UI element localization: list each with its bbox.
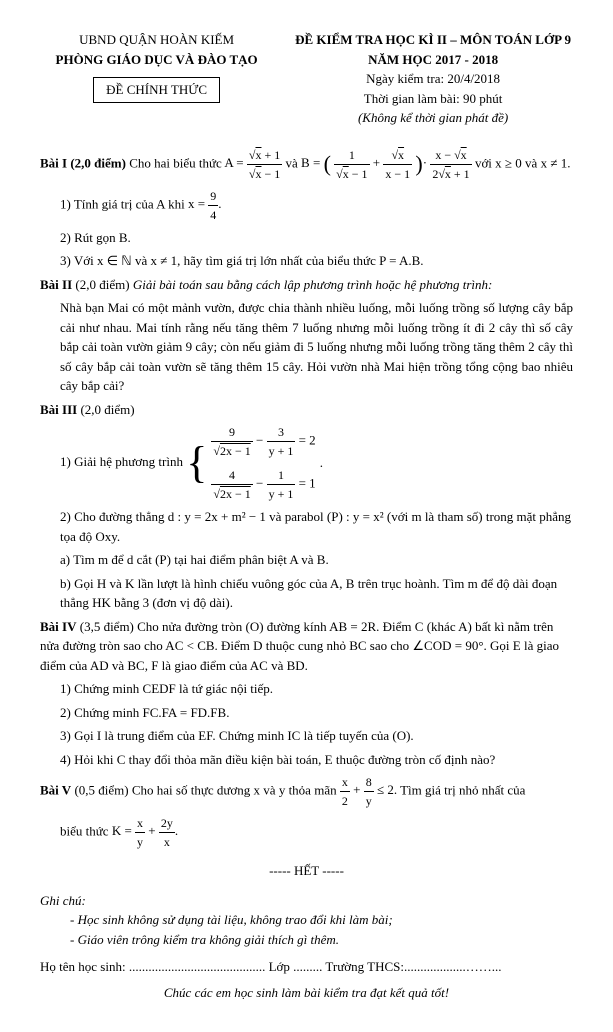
bai3-heading: Bài III (2,0 điểm) xyxy=(40,400,573,420)
bai4-q4: 4) Hỏi khi C thay đổi thỏa mãn điều kiện… xyxy=(40,750,573,770)
bai4-title: Bài IV xyxy=(40,619,76,634)
notes-label: Ghi chú: xyxy=(40,891,573,911)
bai1-q2: 2) Rút gọn B. xyxy=(40,228,573,248)
bai3-points: (2,0 điểm) xyxy=(80,402,134,417)
official-box: ĐỀ CHÍNH THỨC xyxy=(93,77,220,103)
exam-title: ĐỀ KIỂM TRA HỌC KÌ II – MÔN TOÁN LỚP 9 xyxy=(293,30,573,50)
bai5-points: (0,5 điểm) xyxy=(74,782,128,797)
exam-date: Ngày kiểm tra: 20/4/2018 xyxy=(293,69,573,89)
closing-line: Chúc các em học sinh làm bài kiểm tra đạ… xyxy=(40,983,573,1003)
bai1-heading: Bài I (2,0 điểm) Cho hai biểu thức A = √… xyxy=(40,146,573,183)
bai2-title: Bài II xyxy=(40,277,72,292)
bai5-cond: x2 + 8y ≤ 2. xyxy=(340,782,400,797)
ubnd-line: UBND QUẬN HOÀN KIẾM xyxy=(40,30,273,50)
bai1-expr-B: B = ( 1√x − 1 + √xx − 1 )· x − √x2√x + 1 xyxy=(301,155,475,170)
bai1-points: (2,0 điểm) xyxy=(70,155,126,170)
bai4-q1: 1) Chứng minh CEDF là tứ giác nội tiếp. xyxy=(40,679,573,699)
bai4-points: (3,5 điểm) xyxy=(80,619,134,634)
bai4-q3: 3) Gọi I là trung điểm của EF. Chứng min… xyxy=(40,726,573,746)
department-line: PHÒNG GIÁO DỤC VÀ ĐÀO TẠO xyxy=(40,50,273,70)
bai2-points: (2,0 điểm) xyxy=(75,277,129,292)
exam-note: (Không kể thời gian phát đề) xyxy=(293,108,573,128)
bai5-title: Bài V xyxy=(40,782,71,797)
header-left: UBND QUẬN HOÀN KIẾM PHÒNG GIÁO DỤC VÀ ĐÀ… xyxy=(40,30,273,128)
bai5-stem2: Tìm giá trị nhỏ nhất của xyxy=(400,782,525,797)
bai1-cond: với x ≥ 0 và x ≠ 1. xyxy=(475,155,571,170)
bai3-q2: 2) Cho đường thẳng d : y = 2x + m² − 1 v… xyxy=(40,507,573,546)
exam-duration: Thời gian làm bài: 90 phút xyxy=(293,89,573,109)
bai1-title: Bài I xyxy=(40,155,67,170)
het-marker: ----- HẾT ----- xyxy=(40,861,573,881)
note-1: - Học sinh không sử dụng tài liệu, không… xyxy=(40,910,573,930)
bai3-q2a: a) Tìm m để d cắt (P) tại hai điểm phân … xyxy=(40,550,573,570)
exam-year: NĂM HỌC 2017 - 2018 xyxy=(293,50,573,70)
header-right: ĐỀ KIỂM TRA HỌC KÌ II – MÔN TOÁN LỚP 9 N… xyxy=(293,30,573,128)
bai2-body: Nhà bạn Mai có một mảnh vườn, được chia … xyxy=(40,298,573,396)
bai1-q1-frac: x = 94. xyxy=(188,196,222,211)
bai5-heading: Bài V (0,5 điểm) Cho hai số thực dương x… xyxy=(40,773,573,810)
bai5-stem1: Cho hai số thực dương x và y thỏa mãn xyxy=(132,782,337,797)
signature-line: Họ tên học sinh: .......................… xyxy=(40,957,573,977)
bai5-K-expr: K = xy + 2yx. xyxy=(112,823,178,838)
bai2-heading: Bài II (2,0 điểm) Giải bài toán sau bằng… xyxy=(40,275,573,295)
note-2: - Giáo viên trông kiểm tra không giải th… xyxy=(40,930,573,950)
bai1-q3: 3) Với x ∈ ℕ và x ≠ 1, hãy tìm giá trị l… xyxy=(40,251,573,271)
bai2-stem: Giải bài toán sau bằng cách lập phương t… xyxy=(133,277,493,292)
bai1-expr-A: A = √x + 1√x − 1 xyxy=(224,155,285,170)
bai1-q1: 1) Tính giá trị của A khi x = 94. xyxy=(40,187,573,224)
bai4-heading: Bài IV (3,5 điểm) Cho nửa đường tròn (O)… xyxy=(40,617,573,676)
bai3-system: { 9√2x − 1 − 3y + 1 = 2 4√2x − 1 − 1y + … xyxy=(186,423,323,503)
bai3-title: Bài III xyxy=(40,402,77,417)
bai5-K: biểu thức K = xy + 2yx. xyxy=(40,814,573,851)
bai3-q2b: b) Gọi H và K lần lượt là hình chiếu vuô… xyxy=(40,574,573,613)
header: UBND QUẬN HOÀN KIẾM PHÒNG GIÁO DỤC VÀ ĐÀ… xyxy=(40,30,573,128)
bai3-q1: 1) Giải hệ phương trình { 9√2x − 1 − 3y … xyxy=(40,423,573,503)
bai4-q2: 2) Chứng minh FC.FA = FD.FB. xyxy=(40,703,573,723)
bai1-intro: Cho hai biểu thức xyxy=(129,155,222,170)
